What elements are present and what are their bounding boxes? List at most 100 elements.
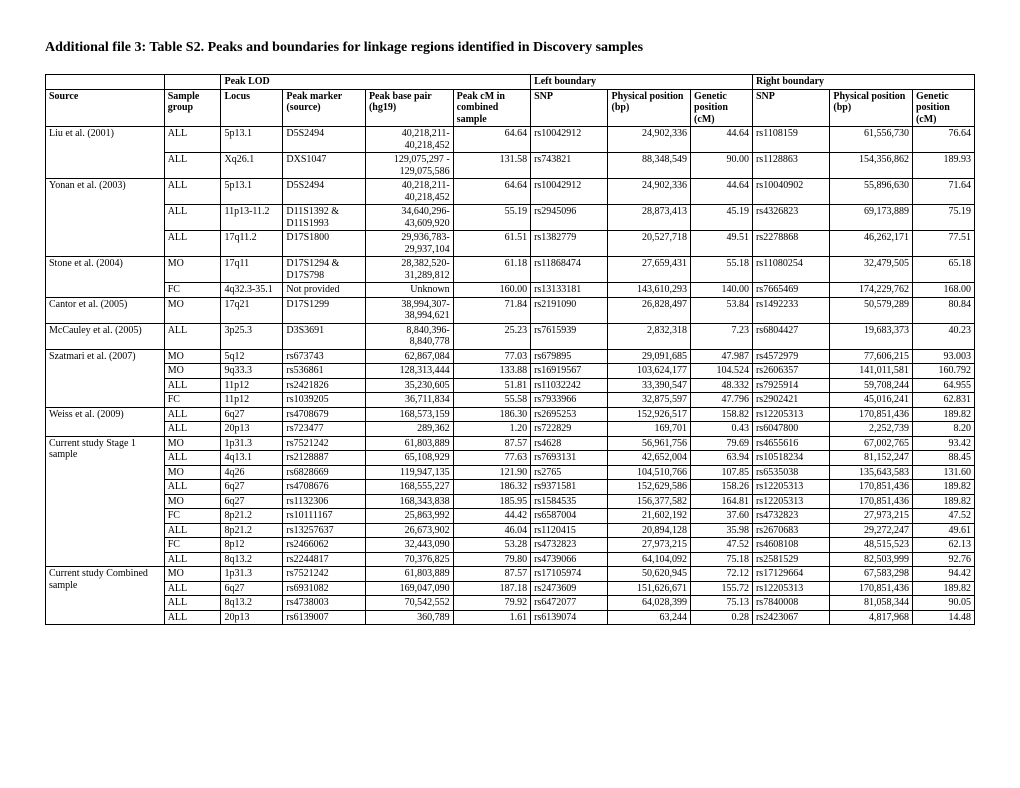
cell-sample: MO [164, 494, 221, 509]
cell-basepair: 34,640,296-43,609,920 [365, 205, 453, 231]
cell-basepair: 38,994,307-38,994,621 [365, 297, 453, 323]
table-row: ALL20p13rs6139007360,7891.61rs613907463,… [46, 610, 975, 625]
cell-r_gen: 189.82 [912, 407, 974, 422]
cell-cm: 131.58 [453, 153, 530, 179]
cell-r_phys: 27,973,215 [830, 509, 913, 524]
cell-l_phys: 64,028,399 [608, 596, 691, 611]
cell-r_phys: 174,229,762 [830, 283, 913, 298]
cell-locus: 11p12 [221, 393, 283, 408]
cell-l_snp: rs11032242 [531, 378, 608, 393]
cell-locus: 6q27 [221, 480, 283, 495]
cell-cm: 64.64 [453, 127, 530, 153]
cell-r_gen: 93.42 [912, 436, 974, 451]
cell-source: Liu et al. (2001) [46, 127, 165, 179]
table-row: FC11p12rs103920536,711,83455.58rs7933966… [46, 393, 975, 408]
table-row: ALL4q13.1rs212888765,108,92977.63rs76931… [46, 451, 975, 466]
cell-l_gen: 75.13 [691, 596, 753, 611]
cell-r_phys: 48,515,523 [830, 538, 913, 553]
blank-header [46, 75, 165, 90]
cell-locus: 11p12 [221, 378, 283, 393]
cell-r_snp: rs4572979 [752, 349, 829, 364]
cell-r_gen: 14.48 [912, 610, 974, 625]
cell-r_gen: 40.23 [912, 323, 974, 349]
table-row: Stone et al. (2004)MO17q11D17S1294 & D17… [46, 257, 975, 283]
cell-l_snp: rs10042912 [531, 179, 608, 205]
cell-r_gen: 88.45 [912, 451, 974, 466]
cell-marker: rs4708676 [283, 480, 366, 495]
cell-cm: 77.03 [453, 349, 530, 364]
cell-l_phys: 27,659,431 [608, 257, 691, 283]
cell-locus: 17q11 [221, 257, 283, 283]
cell-l_phys: 20,894,128 [608, 523, 691, 538]
cell-r_snp: rs10518234 [752, 451, 829, 466]
cell-sample: ALL [164, 552, 221, 567]
cell-locus: Xq26.1 [221, 153, 283, 179]
cell-l_snp: rs7933966 [531, 393, 608, 408]
cell-r_phys: 67,583,298 [830, 567, 913, 582]
cell-r_snp: rs10040902 [752, 179, 829, 205]
cell-source: Stone et al. (2004) [46, 257, 165, 298]
col-locus: Locus [221, 89, 283, 127]
table-row: ALL8q13.2rs473800370,542,55279.92rs64720… [46, 596, 975, 611]
cell-sample: ALL [164, 407, 221, 422]
cell-sample: ALL [164, 480, 221, 495]
cell-sample: ALL [164, 610, 221, 625]
cell-l_gen: 140.00 [691, 283, 753, 298]
cell-r_snp: rs2670683 [752, 523, 829, 538]
cell-basepair: 65,108,929 [365, 451, 453, 466]
cell-marker: D17S1800 [283, 231, 366, 257]
cell-l_snp: rs17105974 [531, 567, 608, 582]
cell-basepair: 360,789 [365, 610, 453, 625]
cell-cm: 51.81 [453, 378, 530, 393]
table-row: Current study Combined sampleMO1p31.3rs7… [46, 567, 975, 582]
cell-marker: rs673743 [283, 349, 366, 364]
cell-marker: D17S1294 & D17S798 [283, 257, 366, 283]
cell-marker: rs1039205 [283, 393, 366, 408]
cell-l_snp: rs1120415 [531, 523, 608, 538]
cell-source: Cantor et al. (2005) [46, 297, 165, 323]
cell-locus: 17q11.2 [221, 231, 283, 257]
cell-cm: 44.42 [453, 509, 530, 524]
cell-r_phys: 170,851,436 [830, 494, 913, 509]
cell-basepair: 61,803,889 [365, 436, 453, 451]
cell-l_gen: 53.84 [691, 297, 753, 323]
cell-cm: 185.95 [453, 494, 530, 509]
table-row: Weiss et al. (2009)ALL6q27rs4708679168,5… [46, 407, 975, 422]
cell-r_gen: 189.82 [912, 494, 974, 509]
cell-r_phys: 50,579,289 [830, 297, 913, 323]
cell-cm: 46.04 [453, 523, 530, 538]
cell-l_snp: rs4739066 [531, 552, 608, 567]
table-row: McCauley et al. (2005)ALL3p25.3D3S36918,… [46, 323, 975, 349]
cell-r_snp: rs12205313 [752, 480, 829, 495]
cell-sample: ALL [164, 581, 221, 596]
cell-sample: MO [164, 257, 221, 283]
cell-l_phys: 20,527,718 [608, 231, 691, 257]
cell-r_phys: 170,851,436 [830, 581, 913, 596]
cell-cm: 77.63 [453, 451, 530, 466]
cell-r_phys: 59,708,244 [830, 378, 913, 393]
cell-l_phys: 33,390,547 [608, 378, 691, 393]
cell-l_gen: 7.23 [691, 323, 753, 349]
cell-l_phys: 104,510,766 [608, 465, 691, 480]
table-row: Cantor et al. (2005)MO17q21D17S129938,99… [46, 297, 975, 323]
cell-r_gen: 62.831 [912, 393, 974, 408]
cell-l_snp: rs743821 [531, 153, 608, 179]
cell-l_phys: 50,620,945 [608, 567, 691, 582]
cell-marker: rs723477 [283, 422, 366, 437]
cell-basepair: 168,573,159 [365, 407, 453, 422]
cell-r_gen: 75.19 [912, 205, 974, 231]
cell-l_gen: 47.987 [691, 349, 753, 364]
cell-locus: 6q27 [221, 581, 283, 596]
cell-l_phys: 64,104,092 [608, 552, 691, 567]
cell-l_snp: rs7615939 [531, 323, 608, 349]
cell-r_snp: rs11080254 [752, 257, 829, 283]
cell-l_snp: rs11868474 [531, 257, 608, 283]
cell-marker: rs536861 [283, 364, 366, 379]
cell-l_snp: rs4628 [531, 436, 608, 451]
cell-basepair: 70,542,552 [365, 596, 453, 611]
cell-r_snp: rs1492233 [752, 297, 829, 323]
cell-marker: rs2128887 [283, 451, 366, 466]
cell-basepair: 32,443,090 [365, 538, 453, 553]
table-body: Liu et al. (2001)ALL5p13.1D5S249440,218,… [46, 127, 975, 625]
cell-l_phys: 32,875,597 [608, 393, 691, 408]
